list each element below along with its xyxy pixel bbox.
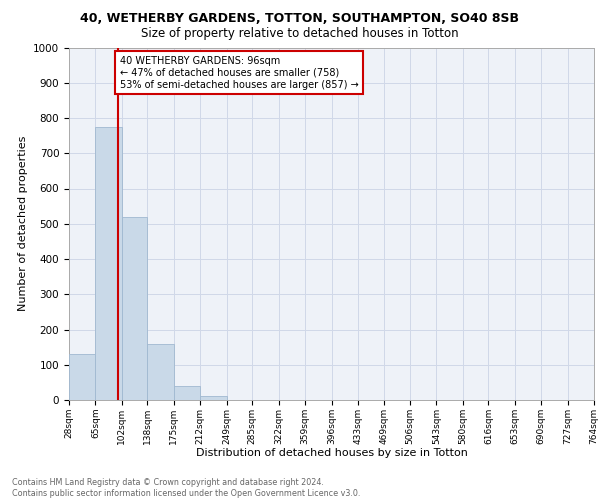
Bar [95,127,122,400]
Bar [122,216,148,400]
Text: 40, WETHERBY GARDENS, TOTTON, SOUTHAMPTON, SO40 8SB: 40, WETHERBY GARDENS, TOTTON, SOUTHAMPTO… [80,12,520,26]
Bar [200,396,227,400]
X-axis label: Distribution of detached houses by size in Totton: Distribution of detached houses by size … [196,448,467,458]
Text: 40 WETHERBY GARDENS: 96sqm
← 47% of detached houses are smaller (758)
53% of sem: 40 WETHERBY GARDENS: 96sqm ← 47% of deta… [119,56,358,90]
Bar [148,344,174,400]
Text: Size of property relative to detached houses in Totton: Size of property relative to detached ho… [141,28,459,40]
Bar [174,386,200,400]
Text: Contains HM Land Registry data © Crown copyright and database right 2024.
Contai: Contains HM Land Registry data © Crown c… [12,478,361,498]
Bar [69,354,95,400]
Y-axis label: Number of detached properties: Number of detached properties [17,136,28,312]
